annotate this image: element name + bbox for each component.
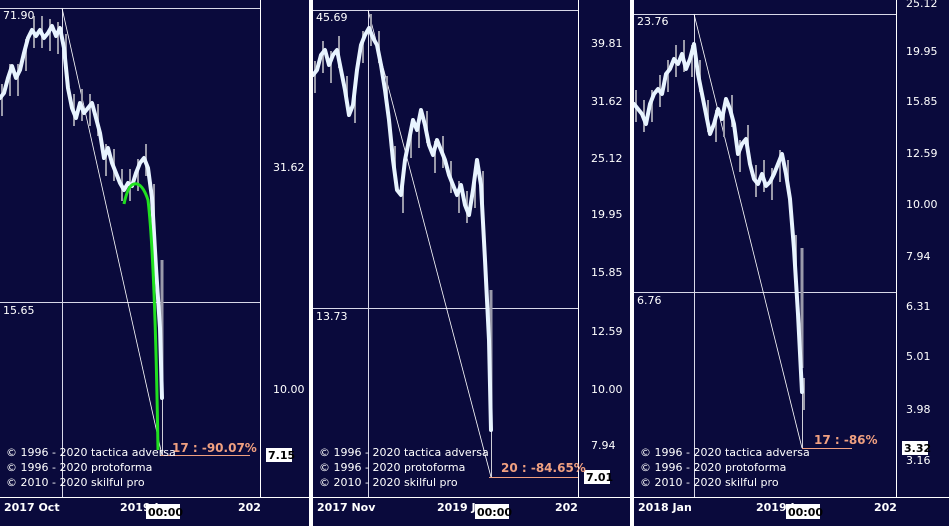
y-tick-label: 3.98: [906, 403, 931, 416]
last-price-label: 7.15: [268, 449, 295, 462]
chart-panel-2: 45.69 13.73 39.81 31.62 25.12 19.95 15.85 12.59…: [313, 0, 630, 526]
crosshair-time-label: 00:00: [788, 506, 823, 519]
y-tick-label: 25.12: [906, 0, 938, 10]
plot-area: [313, 0, 578, 497]
y-tick-label: 31.62: [591, 95, 623, 108]
copyright-line: © 1996 - 2020 protoforma: [319, 461, 466, 474]
price-line: [0, 24, 164, 400]
y-tick-label: 12.59: [906, 147, 938, 160]
copyright-line: © 1996 - 2020 protoforma: [6, 461, 153, 474]
y-tick-label: 3.16: [906, 454, 931, 467]
last-price-label: 3.32: [904, 442, 931, 455]
y-axis-area: [897, 0, 949, 497]
y-tick-label: 7.94: [906, 250, 931, 263]
copyright-line: © 1996 - 2020 protoforma: [640, 461, 787, 474]
copyright-line: © 1996 - 2020 tactica adversa: [6, 446, 176, 459]
drawdown-annotation: 17 : -90.07%: [172, 441, 257, 455]
copyright-notice: © 1996 - 2020 tactica adversa © 1996 - 20…: [640, 445, 810, 490]
level-label: 13.73: [316, 310, 348, 323]
y-tick-label: 10.00: [591, 383, 623, 396]
y-tick-label: 10.00: [273, 383, 305, 396]
y-tick-label: 19.95: [591, 208, 623, 221]
chart-svg-2: 45.69 13.73 39.81 31.62 25.12 19.95 15.85 12.59…: [313, 0, 630, 526]
chart-panel-1: 71.90 15.65 31.62 10.00 7.15 17 : -90.07% 2017…: [0, 0, 309, 526]
x-tick-label: 202: [874, 501, 897, 514]
y-tick-label: 19.95: [906, 45, 938, 58]
y-tick-label: 39.81: [591, 37, 623, 50]
copyright-notice: © 1996 - 2020 tactica adversa © 1996 - 20…: [6, 445, 176, 490]
level-label: 15.65: [3, 304, 35, 317]
y-tick-label: 31.62: [273, 161, 305, 174]
chart-panel-3: 23.76 6.76 25.12 19.95 15.85 12.59 10.00 7.94 6.…: [634, 0, 949, 526]
fit-curve: [122, 182, 160, 451]
x-tick-label: 2017 Oct: [4, 501, 60, 514]
x-axis-area: [313, 498, 630, 526]
crosshair-time-label: 00:00: [148, 506, 183, 519]
price-line: [313, 26, 493, 432]
x-tick-label: 2019 J: [756, 501, 795, 514]
copyright-notice: © 1996 - 2020 tactica adversa © 1996 - 20…: [319, 445, 489, 490]
copyright-line: © 1996 - 2020 tactica adversa: [319, 446, 489, 459]
y-tick-label: 15.85: [591, 266, 623, 279]
y-tick-label: 25.12: [591, 152, 623, 165]
level-label: 6.76: [637, 294, 662, 307]
chart-svg-3: 23.76 6.76 25.12 19.95 15.85 12.59 10.00 7.94 6.…: [634, 0, 949, 526]
x-tick-label: 202: [555, 501, 578, 514]
drawdown-annotation: 20 : -84.65%: [501, 461, 586, 475]
x-tick-label: 2018 Jan: [638, 501, 692, 514]
copyright-line: © 2010 - 2020 skilful pro: [640, 476, 779, 489]
crosshair-time-label: 00:00: [477, 506, 512, 519]
copyright-line: © 1996 - 2020 tactica adversa: [640, 446, 810, 459]
y-tick-label: 7.94: [591, 439, 616, 452]
peak-label: 23.76: [637, 15, 669, 28]
x-tick-label: 2019 J: [437, 501, 476, 514]
price-line: [634, 42, 804, 394]
y-axis-area: [579, 0, 630, 497]
y-tick-label: 15.85: [906, 95, 938, 108]
copyright-line: © 2010 - 2020 skilful pro: [319, 476, 458, 489]
plot-area: [634, 0, 896, 497]
chart-svg-1: 71.90 15.65 31.62 10.00 7.15 17 : -90.07% 2017…: [0, 0, 309, 526]
peak-label: 71.90: [3, 9, 35, 22]
copyright-line: © 2010 - 2020 skilful pro: [6, 476, 145, 489]
drawdown-annotation: 17 : -86%: [814, 433, 878, 447]
y-tick-label: 5.01: [906, 350, 931, 363]
y-tick-label: 10.00: [906, 198, 938, 211]
peak-label: 45.69: [316, 11, 348, 24]
y-axis-area: [261, 0, 309, 497]
plot-area: [0, 0, 260, 497]
y-tick-label: 6.31: [906, 300, 931, 313]
last-price-label: 7.01: [586, 471, 613, 484]
y-tick-label: 12.59: [591, 325, 623, 338]
x-tick-label: 2017 Nov: [317, 501, 376, 514]
x-tick-label: 202: [238, 501, 261, 514]
